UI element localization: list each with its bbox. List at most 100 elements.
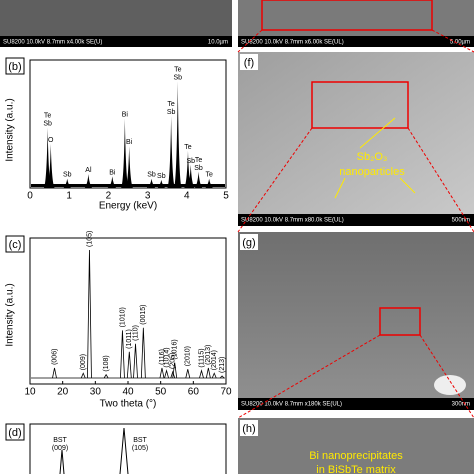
- peak: [173, 81, 182, 188]
- background: [31, 184, 225, 187]
- x-tick-label: 20: [57, 387, 69, 398]
- panel-label: (b): [8, 61, 21, 73]
- zoom-line: [237, 29, 263, 53]
- peak: [199, 369, 204, 379]
- scale: 10.0µm: [208, 40, 228, 46]
- peak-label: (205): [170, 353, 177, 369]
- annotation: Bi nanoprecipitates: [309, 450, 403, 462]
- scale: 5.00µm: [450, 40, 470, 46]
- x-tick-label: 3: [145, 191, 151, 202]
- peak-label: Bi: [126, 139, 133, 146]
- peak-label: Sb: [186, 158, 195, 165]
- panel-box: [5, 235, 25, 253]
- peak-label: (1010): [119, 307, 126, 327]
- peak: [170, 370, 176, 379]
- peak: [186, 164, 195, 188]
- peak-label: (2014): [211, 350, 218, 370]
- x-tick-label: 60: [188, 387, 200, 398]
- x-tick-label: 10: [24, 387, 36, 398]
- panel-label: (g): [242, 237, 255, 249]
- peak-label: Te: [205, 172, 213, 179]
- annotation: Sb₂O₃: [357, 151, 388, 163]
- peak-label: Te Sb: [167, 101, 176, 116]
- zoom-line: [237, 334, 381, 419]
- peak-label: Te: [184, 144, 192, 151]
- scale: 500nm: [452, 218, 470, 224]
- x-tick-label: 30: [90, 387, 102, 398]
- info: SU8200 10.0kV 8.7mm x4.00k SE(U): [3, 40, 102, 46]
- peak: [103, 373, 109, 379]
- peak: [185, 369, 191, 379]
- peak: [211, 372, 217, 379]
- peak: [120, 118, 129, 188]
- x-tick-label: 1: [66, 191, 72, 202]
- panel-label: (f): [244, 57, 254, 69]
- peak-label: BST (105): [132, 437, 148, 452]
- x-tick-label: 70: [220, 387, 232, 398]
- peak-label: (1016): [172, 339, 179, 359]
- info: SU8200 10.0kV 8.7mm x80.0k SE(UL): [241, 218, 344, 224]
- panel-box: [240, 420, 258, 436]
- peak-label: (1014): [163, 347, 170, 367]
- arrow: [334, 177, 346, 199]
- sem-image: [238, 52, 474, 214]
- peak: [164, 369, 169, 379]
- x-label: Two theta (°): [100, 399, 157, 410]
- zoom-box: [379, 307, 421, 336]
- peak: [46, 143, 55, 188]
- peak-label: (110): [132, 325, 139, 341]
- panel-box: [240, 234, 258, 250]
- info: SU8200 10.0kV 8.7mm x6.00k SE(UL): [241, 40, 344, 46]
- peak-label: Sb: [157, 173, 166, 180]
- info-bar: [238, 36, 474, 47]
- plot-frame: [29, 423, 227, 474]
- peak-label: Al: [85, 167, 92, 174]
- annotation: in BiSbTe matrix: [316, 464, 396, 474]
- scale: 300nm: [452, 402, 470, 408]
- y-label: Intensity (a.u.): [5, 283, 16, 346]
- sem-image: [238, 232, 474, 398]
- peak-label: Bi: [109, 169, 116, 176]
- panel-box: [240, 54, 258, 70]
- plot-frame: [29, 237, 227, 385]
- sem-image: [238, 418, 474, 474]
- panel-box: [5, 423, 25, 441]
- peak-label: (2010): [185, 346, 192, 366]
- peak-label: (009): [80, 354, 87, 370]
- peak: [43, 127, 52, 188]
- info-bar: [238, 214, 474, 226]
- peak: [126, 351, 132, 379]
- annotation: nanoparticles: [339, 166, 405, 178]
- peak-label: (1011): [126, 329, 133, 349]
- x-tick-label: 4: [184, 191, 190, 202]
- x-tick-label: 5: [223, 191, 229, 202]
- arrow: [359, 117, 396, 149]
- peak-label: (108): [103, 355, 110, 371]
- info-bar: [238, 398, 474, 410]
- peak: [120, 330, 125, 379]
- panel-label: (c): [9, 239, 22, 251]
- peak: [133, 343, 138, 379]
- zoom-line: [419, 334, 474, 419]
- zoom-line: [237, 127, 313, 233]
- x-tick-label: 50: [155, 387, 167, 398]
- curve: [59, 427, 129, 474]
- x-label: Energy (keV): [99, 201, 157, 212]
- x-tick-label: 2: [106, 191, 112, 202]
- peak: [52, 367, 57, 379]
- peak: [219, 375, 225, 379]
- zoom-line: [431, 29, 474, 53]
- peak-label: Sb: [147, 172, 156, 179]
- peak-label: Bi: [122, 111, 129, 118]
- x-tick-label: 40: [122, 387, 134, 398]
- peak: [167, 116, 176, 188]
- info: SU8200 10.0kV 8.7mm x180k SE(UL): [241, 402, 342, 408]
- peak-label: O: [48, 137, 54, 144]
- y-label: Intensity (a.u.): [5, 98, 16, 161]
- x-tick-label: 0: [27, 191, 33, 202]
- peak-label: (006): [51, 349, 58, 365]
- peak-label: Te Sb: [194, 157, 203, 172]
- peak: [87, 249, 92, 379]
- panel-label: (d): [8, 427, 21, 439]
